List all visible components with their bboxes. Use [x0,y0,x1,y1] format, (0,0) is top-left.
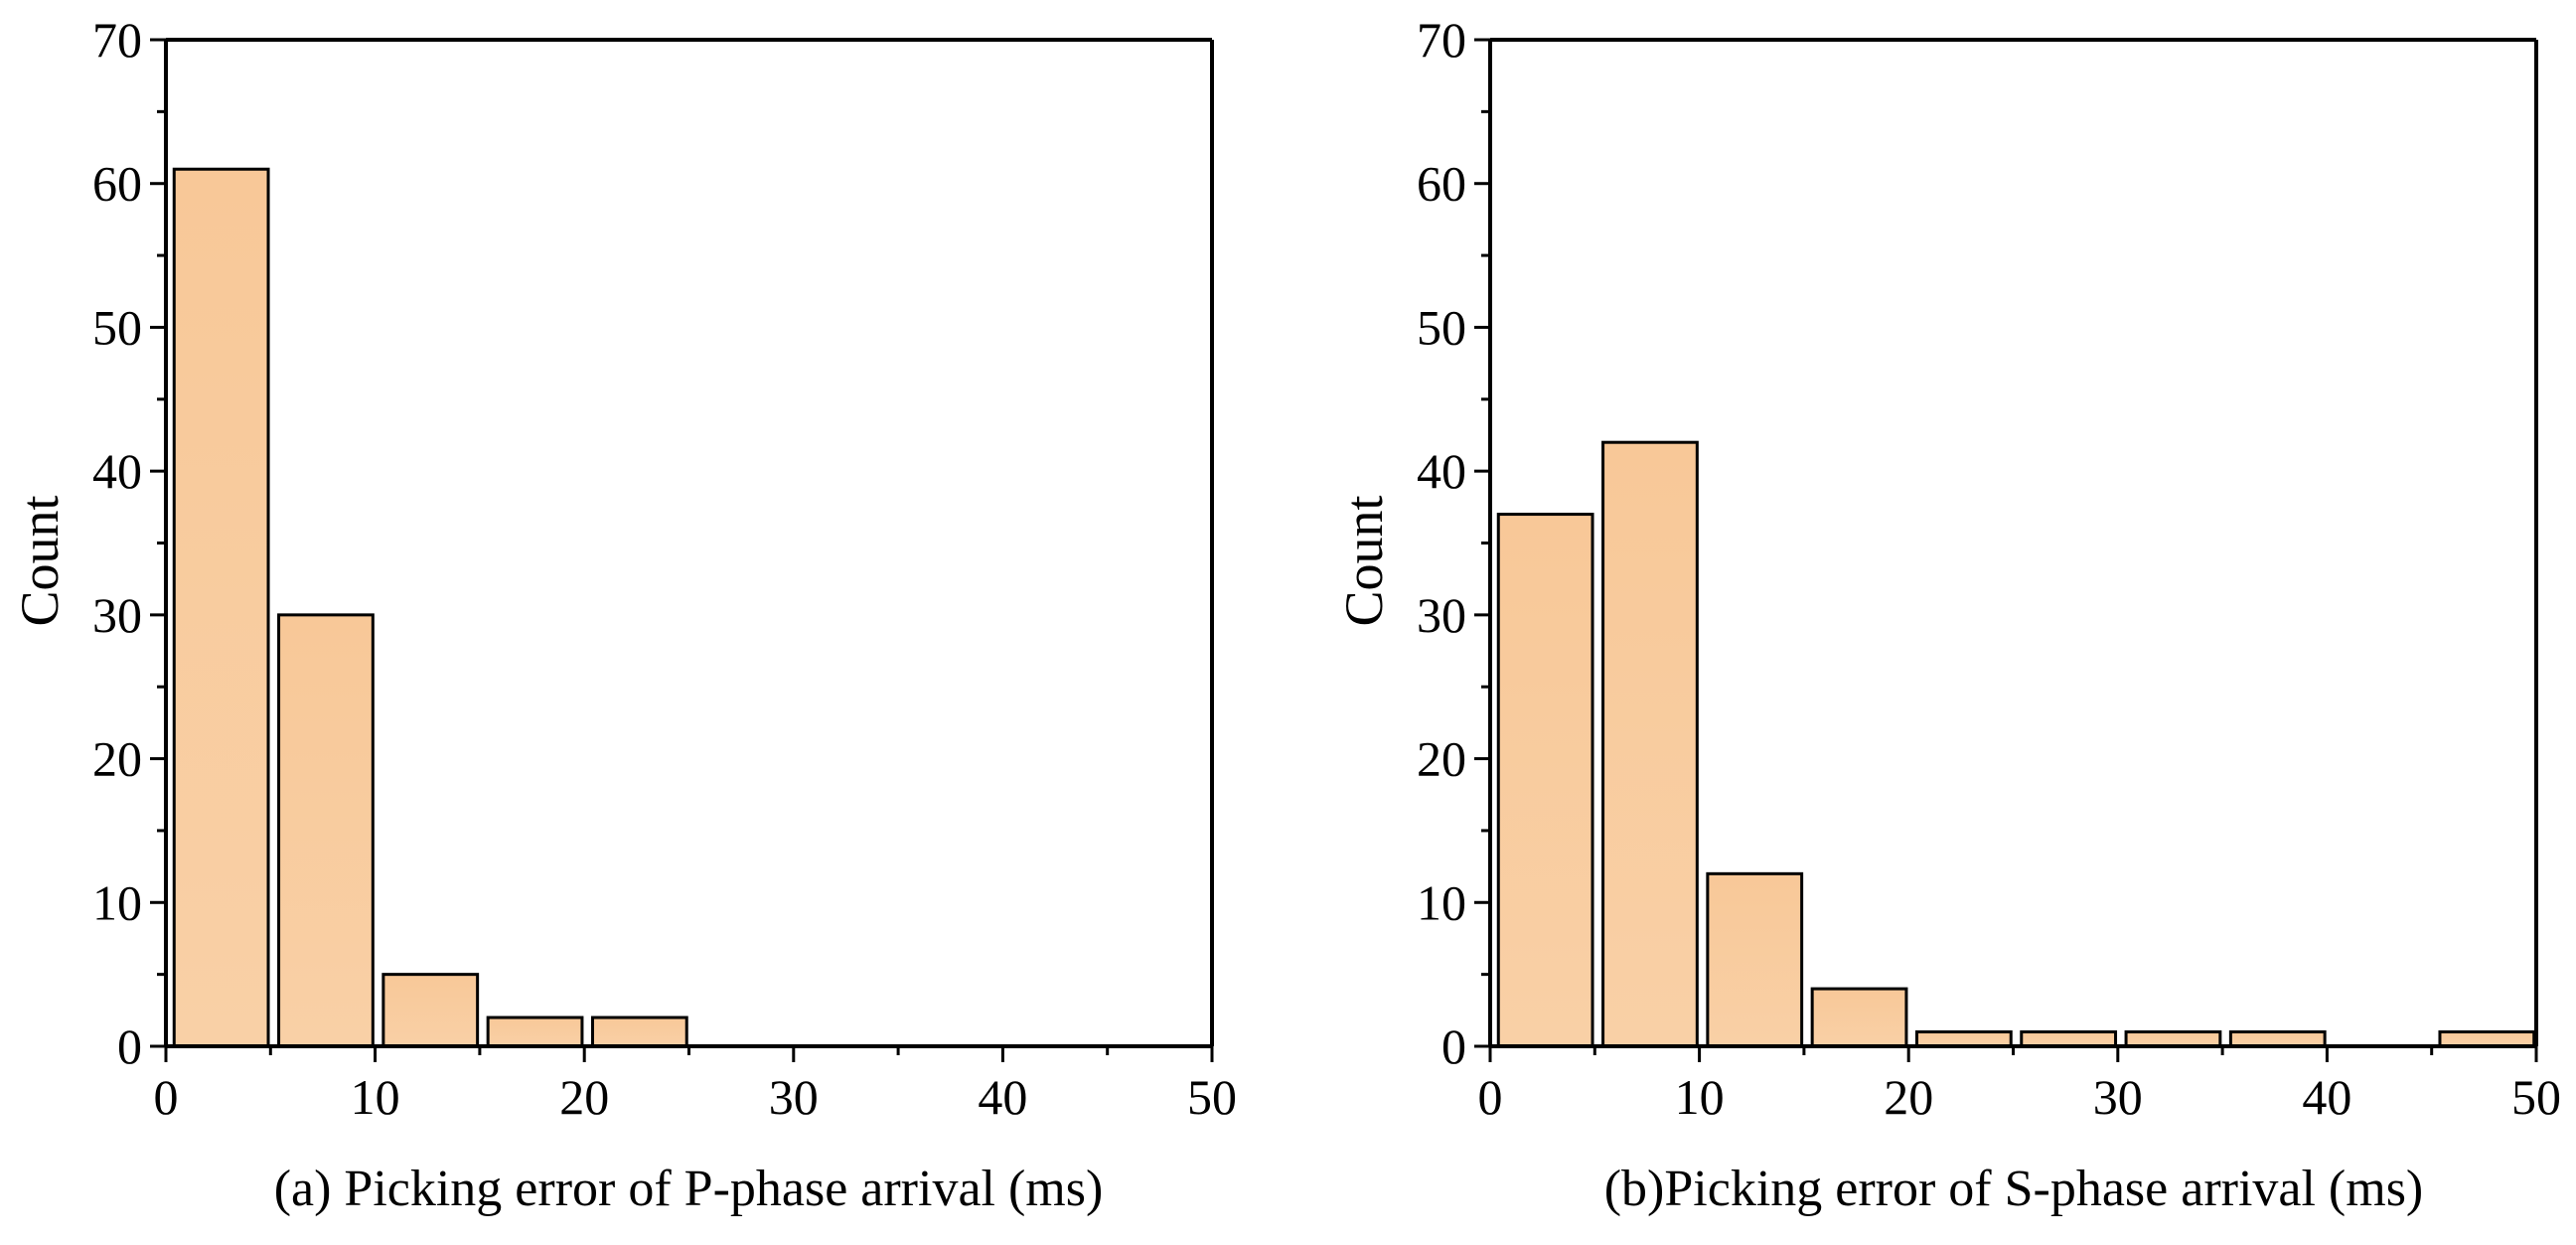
panel-a-x-tick-label-0: 0 [154,1069,179,1125]
panel-a-x-tick-label-20: 20 [559,1069,609,1125]
panel-b-bar-15-20 [1810,987,1908,1048]
panel-b-bar-20-25 [1914,1030,2013,1048]
panel-a-x-tick-label-30: 30 [769,1069,819,1125]
panel-a-x-tick-label-50: 50 [1187,1069,1237,1125]
panel-a-bars [172,167,688,1048]
panel-a-y-tick-label-50: 50 [92,299,142,355]
panel-a-y-tick-label-20: 20 [92,731,142,787]
panel-a-y-tick-label-30: 30 [92,587,142,643]
panel-b-y-axis-title: Count [1334,495,1394,626]
panel-b-bar-35-40 [2228,1030,2327,1048]
panel-b-x-tick-label-50: 50 [2511,1069,2561,1125]
panel-b-bar-0-5 [1496,513,1594,1048]
panel-a-bar-20-25 [590,1015,688,1048]
panel-b-s-phase-histogram: 0 10 20 30 40 50 0 10 20 30 40 50 60 70 Count (b)Pickin… [1334,12,2561,1217]
panel-a-p-phase-histogram: 0 10 20 30 40 50 0 10 20 30 40 50 60 70 Count (a) Picki… [10,12,1237,1217]
panel-b-bar-45-50 [2438,1030,2536,1048]
panel-a-y-tick-label-10: 10 [92,874,142,930]
panel-b-x-tick-label-10: 10 [1675,1069,1725,1125]
panel-a-y-ticks: 0 10 20 30 40 50 60 70 [92,12,166,1074]
panel-a-caption: (a) Picking error of P-phase arrival (ms… [274,1161,1104,1217]
panel-b-y-tick-label-30: 30 [1417,587,1466,643]
panel-a-y-tick-label-60: 60 [92,156,142,212]
panel-b-y-ticks: 0 10 20 30 40 50 60 70 [1417,12,1490,1074]
panel-b-x-tick-label-0: 0 [1478,1069,1503,1125]
panel-a-y-axis-title: Count [10,495,70,626]
panel-a-bar-5-10 [277,613,375,1048]
panel-b-x-tick-label-40: 40 [2302,1069,2351,1125]
panel-b-y-tick-label-20: 20 [1417,731,1466,787]
panel-b-y-tick-label-70: 70 [1417,12,1466,68]
panel-a-bar-0-5 [172,167,270,1048]
panel-b-bar-10-15 [1706,871,1804,1048]
panel-a-x-ticks: 0 10 20 30 40 50 [154,1046,1237,1125]
panel-b-x-ticks: 0 10 20 30 40 50 [1478,1046,2561,1125]
panel-b-bar-5-10 [1601,440,1699,1048]
panel-b-x-tick-label-30: 30 [2093,1069,2143,1125]
panel-a-bar-15-20 [486,1015,584,1048]
panel-b-y-tick-label-10: 10 [1417,874,1466,930]
panel-a-y-tick-label-40: 40 [92,443,142,499]
panel-b-bar-30-35 [2124,1030,2222,1048]
panel-a-x-tick-label-40: 40 [978,1069,1027,1125]
panel-b-y-tick-label-40: 40 [1417,443,1466,499]
panel-b-y-tick-label-0: 0 [1441,1018,1466,1074]
panel-b-y-tick-label-60: 60 [1417,156,1466,212]
panel-b-bar-25-30 [2020,1030,2118,1048]
panel-a-y-tick-label-0: 0 [117,1018,142,1074]
panel-b-caption: (b)Picking error of S-phase arrival (ms) [1604,1161,2424,1217]
panel-a-y-tick-label-70: 70 [92,12,142,68]
panel-a-x-tick-label-10: 10 [351,1069,400,1125]
panel-b-y-tick-label-50: 50 [1417,299,1466,355]
panel-a-bar-10-15 [381,973,480,1048]
panel-b-bars [1496,440,2536,1048]
panel-b-x-tick-label-20: 20 [1884,1069,1933,1125]
